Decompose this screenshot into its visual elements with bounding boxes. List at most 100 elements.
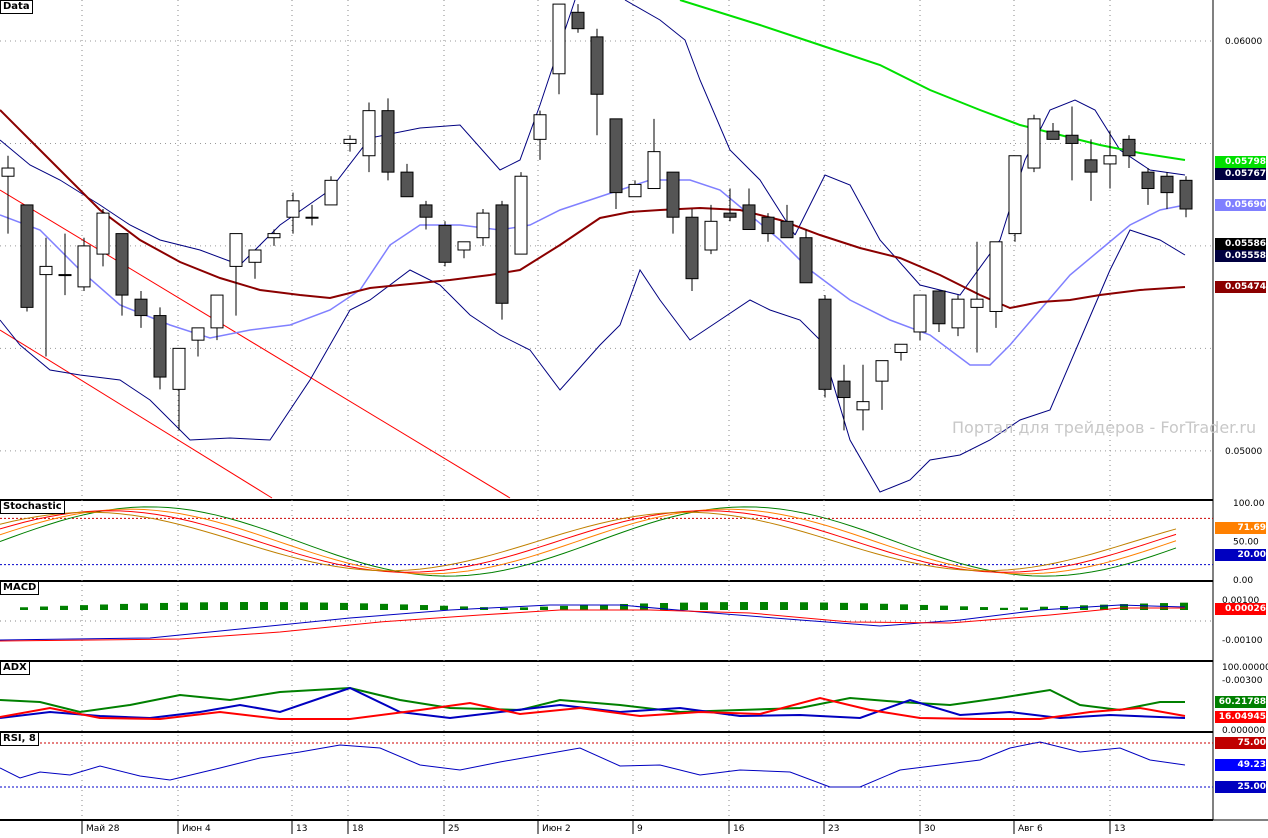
macd-histogram-bar	[1100, 604, 1108, 610]
candle-bullish	[989, 241, 1003, 312]
macd-histogram-bar	[60, 605, 68, 610]
candle-bullish	[913, 294, 927, 333]
bollinger-upper-2	[624, 0, 796, 236]
candle-bearish	[723, 212, 737, 218]
macd-histogram-bar	[200, 602, 208, 610]
candle-bearish	[438, 224, 452, 263]
rsi-value-badge: 49.23	[1215, 759, 1266, 771]
macd-histogram-bar	[500, 607, 508, 610]
macd-histogram-bar	[720, 602, 728, 610]
macd-histogram-bar	[820, 602, 828, 610]
rsi-value-badge: 75.00	[1215, 737, 1266, 749]
macd-histogram-bar	[220, 602, 228, 610]
candle-bearish	[134, 298, 148, 317]
bollinger-lower	[0, 229, 1186, 493]
channel-line-upper	[0, 189, 511, 499]
candle-bullish	[1027, 118, 1041, 169]
candle-bullish	[267, 233, 281, 239]
candle-bearish	[381, 110, 395, 173]
macd-histogram-bar	[100, 604, 108, 610]
macd-histogram-bar	[840, 602, 848, 610]
price-label: 0.05000	[1225, 447, 1262, 457]
macd-histogram-bar	[420, 605, 428, 610]
candle-bearish	[1160, 175, 1174, 194]
macd-histogram-bar	[240, 602, 248, 610]
macd-line	[0, 604, 1186, 641]
main-panel-title: Data	[0, 0, 33, 14]
candle-bullish	[628, 183, 642, 198]
macd-histogram-bar	[900, 604, 908, 610]
stoch-slow-line	[0, 510, 1177, 573]
stochastic-panel-title: Stochastic	[0, 500, 65, 514]
main-value-badge: 0.05558	[1215, 250, 1266, 262]
channel-line-lower	[0, 329, 273, 499]
candle-bullish	[172, 347, 186, 390]
candle-bullish	[647, 151, 661, 190]
macd-histogram-bar	[780, 602, 788, 610]
moving-average-green	[679, 0, 1186, 161]
macd-histogram-bar	[80, 605, 88, 610]
main-value-badge: 0.05767	[1215, 168, 1266, 180]
macd-histogram-bar	[740, 602, 748, 610]
candle-bullish	[856, 401, 870, 411]
candle-bearish	[1122, 138, 1136, 157]
candle-bearish	[571, 11, 585, 30]
macd-histogram-bar	[340, 602, 348, 610]
macd-histogram-bar	[1000, 607, 1008, 610]
rsi-line	[0, 741, 1186, 788]
candle-bullish	[1, 167, 15, 177]
candle-bullish	[210, 294, 224, 329]
watermark-text: Портал для трейдеров - ForTrader.ru	[952, 418, 1257, 437]
candle-bullish	[286, 200, 300, 218]
macd-histogram-bar	[760, 602, 768, 610]
candle-bullish	[533, 114, 547, 140]
stoch-scale-label: 0.00	[1233, 576, 1253, 586]
candle-bearish	[495, 204, 509, 304]
candle-bullish	[324, 179, 338, 206]
main-value-badge: 0.05798	[1215, 156, 1266, 168]
candle-bearish	[742, 204, 756, 231]
time-label: 30	[924, 824, 936, 834]
candle-bullish	[1103, 155, 1117, 165]
candle-bearish	[1179, 179, 1193, 210]
stoch-k-line	[0, 506, 1177, 577]
macd-histogram-bar	[660, 603, 668, 610]
candle-bearish	[153, 315, 167, 378]
rsi-value-badge: 25.00	[1215, 781, 1266, 793]
adx-value-badge: 16.04945	[1215, 711, 1266, 723]
macd-histogram-bar	[1140, 603, 1148, 610]
candle-bullish	[39, 265, 53, 276]
macd-histogram-bar	[580, 605, 588, 610]
candle-bullish	[875, 360, 889, 382]
time-label: 23	[828, 824, 839, 834]
candle-bullish	[343, 138, 357, 144]
adx-panel-title: ADX	[0, 661, 30, 675]
macd-panel-title: MACD	[0, 581, 40, 595]
time-label: 13	[1114, 824, 1125, 834]
macd-histogram-bar	[700, 602, 708, 610]
macd-histogram-bar	[800, 602, 808, 610]
macd-histogram-bar	[120, 603, 128, 610]
candle-bearish	[685, 216, 699, 280]
main-value-badge: 0.05690	[1215, 199, 1266, 211]
candle-bullish	[970, 298, 984, 308]
adx-scale-label: 100.00000	[1222, 663, 1268, 673]
macd-histogram-bar	[40, 606, 48, 610]
candle-bullish	[362, 110, 376, 157]
macd-histogram-bar	[1020, 607, 1028, 610]
macd-histogram-bar	[180, 602, 188, 610]
macd-histogram-bar	[440, 605, 448, 610]
candle-bearish	[837, 380, 851, 399]
minus-di-line	[0, 696, 1186, 721]
macd-histogram-bar	[140, 603, 148, 610]
macd-histogram-bar	[300, 602, 308, 610]
macd-histogram-bar	[1180, 602, 1188, 610]
macd-scale-label: -0.00100	[1222, 636, 1263, 646]
candle-bullish	[951, 298, 965, 329]
macd-histogram-bar	[560, 605, 568, 610]
time-label: 13	[296, 824, 307, 834]
macd-histogram-bar	[160, 602, 168, 610]
macd-histogram-bar	[680, 602, 688, 610]
